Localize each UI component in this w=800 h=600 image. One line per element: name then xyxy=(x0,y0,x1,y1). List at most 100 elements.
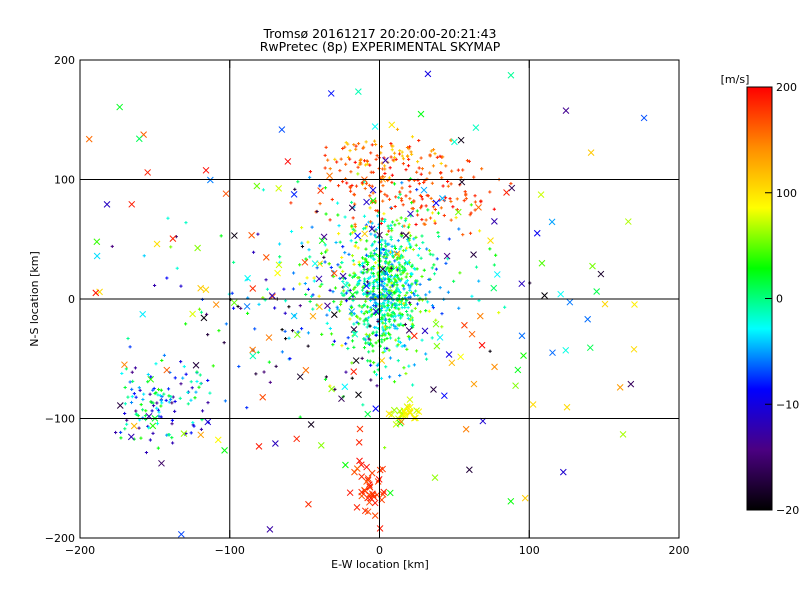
scatter-point xyxy=(367,268,371,272)
scatter-point xyxy=(426,208,430,212)
scatter-point xyxy=(170,435,174,440)
scatter-point xyxy=(179,382,183,386)
scatter-point xyxy=(435,257,439,261)
scatter-point xyxy=(312,276,316,280)
y-axis-label: N-S location [km] xyxy=(28,251,41,347)
scatter-point xyxy=(447,237,451,241)
scatter-point xyxy=(627,380,635,388)
scatter-point xyxy=(371,289,375,293)
scatter-point xyxy=(290,328,295,333)
scatter-point xyxy=(375,153,379,158)
scatter-point xyxy=(146,372,150,377)
scatter-point xyxy=(382,338,387,342)
scatter-point xyxy=(249,346,256,354)
scatter-point xyxy=(308,170,313,174)
scatter-point xyxy=(368,206,372,210)
scatter-point xyxy=(384,251,388,255)
scatter-point xyxy=(390,281,394,285)
scatter-point xyxy=(191,420,195,425)
scatter-point xyxy=(372,405,380,412)
scatter-point xyxy=(402,232,410,239)
scatter-point xyxy=(450,169,454,173)
scatter-point xyxy=(356,280,361,284)
scatter-point xyxy=(128,200,136,208)
scatter-point xyxy=(385,194,389,198)
scatter-point xyxy=(370,271,374,275)
scatter-point xyxy=(405,272,409,276)
scatter-point xyxy=(452,279,456,283)
scatter-point xyxy=(400,344,404,348)
scatter-point xyxy=(357,304,361,308)
scatter-point xyxy=(329,332,334,336)
scatter-point xyxy=(416,159,420,164)
scatter-point xyxy=(325,321,329,325)
scatter-point xyxy=(398,247,402,251)
scatter-point xyxy=(429,149,434,153)
scatter-point xyxy=(352,357,360,364)
scatter-point xyxy=(149,400,153,404)
scatter-point xyxy=(398,256,402,261)
scatter-point xyxy=(189,431,193,435)
scatter-point xyxy=(300,244,305,249)
scatter-point xyxy=(305,276,309,280)
scatter-point xyxy=(310,225,314,229)
scatter-point xyxy=(370,143,374,147)
scatter-point xyxy=(393,246,398,251)
scatter-point xyxy=(114,430,118,435)
scatter-point xyxy=(395,306,399,310)
scatter-point xyxy=(368,163,372,167)
scatter-point xyxy=(274,364,278,369)
scatter-point xyxy=(381,317,385,321)
scatter-point xyxy=(381,321,385,325)
scatter-point xyxy=(324,302,331,310)
scatter-point xyxy=(379,376,384,381)
scatter-point xyxy=(255,443,263,450)
colorbar-tick-label: −100 xyxy=(776,398,800,411)
scatter-point xyxy=(231,232,238,239)
scatter-point xyxy=(93,252,101,260)
scatter-point xyxy=(169,235,177,243)
scatter-point xyxy=(364,257,368,261)
scatter-point xyxy=(541,292,548,299)
scatter-point xyxy=(167,433,172,437)
scatter-point xyxy=(348,273,352,277)
scatter-point xyxy=(350,306,354,310)
colorbar-ticks: 200 100 0 −100 −200 xyxy=(765,81,800,517)
scatter-point xyxy=(416,293,420,298)
scatter-point xyxy=(127,433,135,441)
scatter-point xyxy=(144,169,152,176)
scatter-point xyxy=(180,430,188,437)
scatter-point xyxy=(167,394,171,398)
scatter-point xyxy=(361,227,366,231)
scatter-point xyxy=(417,246,422,251)
scatter-point xyxy=(214,436,222,444)
scatter-point xyxy=(402,302,406,306)
scatter-point xyxy=(428,252,432,256)
scatter-point xyxy=(418,282,422,286)
scatter-point xyxy=(406,157,411,161)
scatter-point xyxy=(363,282,370,290)
scatter-point xyxy=(374,341,378,345)
scatter-point xyxy=(217,329,221,333)
scatter-point xyxy=(383,318,388,322)
scatter-point xyxy=(432,199,440,207)
scatter-point xyxy=(331,290,335,294)
scatter-point xyxy=(430,266,434,270)
scatter-point xyxy=(360,288,365,292)
scatter-point xyxy=(415,170,419,174)
scatter-point xyxy=(365,291,369,295)
scatter-point xyxy=(325,248,329,252)
scatter-point xyxy=(407,261,412,265)
scatter-point xyxy=(405,291,409,295)
scatter-point xyxy=(404,168,408,172)
scatter-point xyxy=(282,287,286,291)
scatter-point xyxy=(397,195,401,200)
scatter-point xyxy=(400,199,404,203)
scatter-point xyxy=(362,180,366,184)
scatter-point xyxy=(424,352,428,356)
scatter-point xyxy=(395,327,399,331)
scatter-point xyxy=(343,251,347,255)
scatter-point xyxy=(409,284,413,288)
scatter-point xyxy=(348,288,352,292)
scatter-point xyxy=(427,248,432,253)
